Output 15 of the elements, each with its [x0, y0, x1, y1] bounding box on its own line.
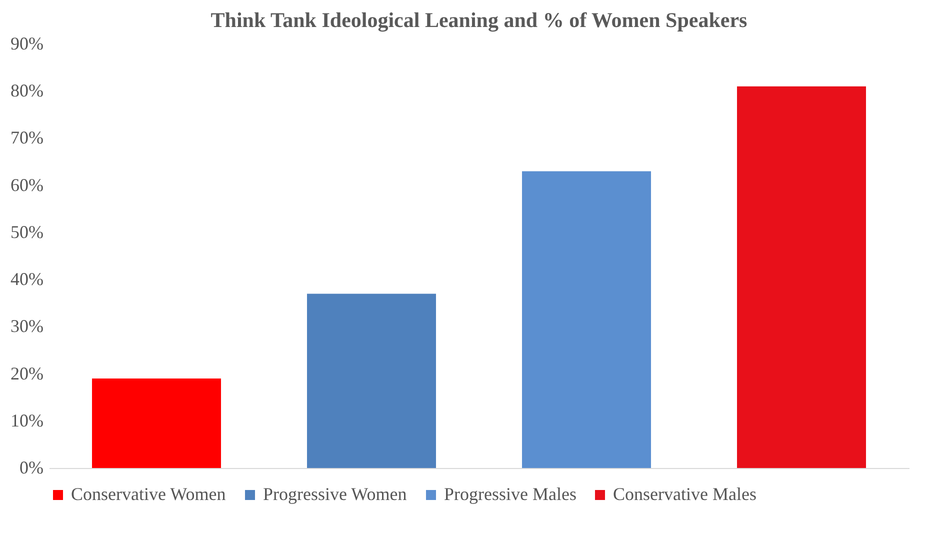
y-tick-label: 80% [10, 80, 44, 101]
legend-label: Conservative Males [613, 484, 756, 504]
legend-label: Conservative Women [71, 484, 226, 504]
y-tick-label: 40% [10, 269, 44, 290]
legend-label: Progressive Males [444, 484, 576, 504]
y-tick-label: 10% [10, 410, 44, 430]
y-tick-label: 70% [10, 128, 44, 148]
legend-label: Progressive Women [263, 484, 407, 504]
y-tick-label: 90% [10, 34, 44, 54]
y-tick-label: 0% [20, 458, 44, 478]
y-tick-label: 20% [10, 363, 44, 384]
y-tick-label: 60% [10, 174, 44, 195]
y-tick-label: 30% [10, 316, 44, 336]
y-tick-label: 50% [10, 222, 44, 242]
chart-title: Think Tank Ideological Leaning and % of Women Speakers [210, 8, 748, 32]
